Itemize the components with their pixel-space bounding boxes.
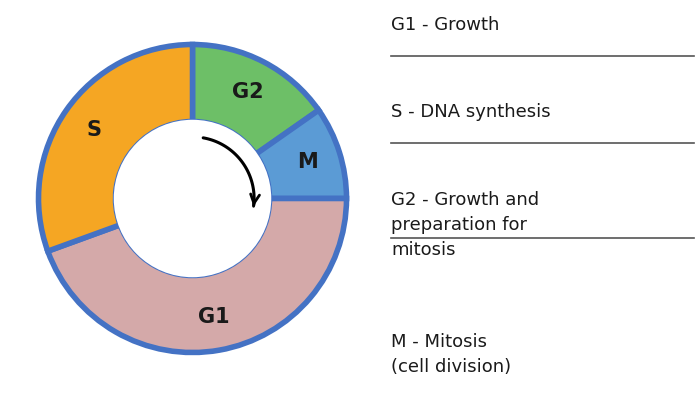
Text: G2 - Growth and
preparation for
mitosis: G2 - Growth and preparation for mitosis	[391, 191, 539, 258]
Text: G1: G1	[197, 307, 229, 327]
Wedge shape	[193, 44, 318, 154]
Wedge shape	[48, 198, 346, 353]
Wedge shape	[38, 44, 193, 251]
Text: G1 - Growth: G1 - Growth	[391, 16, 499, 34]
Circle shape	[116, 121, 270, 276]
Text: M: M	[297, 152, 317, 172]
Wedge shape	[256, 110, 346, 198]
Text: M - Mitosis
(cell division): M - Mitosis (cell division)	[391, 333, 511, 376]
Text: S - DNA synthesis: S - DNA synthesis	[391, 103, 550, 121]
Text: G2: G2	[232, 82, 264, 102]
Text: S: S	[87, 119, 101, 140]
